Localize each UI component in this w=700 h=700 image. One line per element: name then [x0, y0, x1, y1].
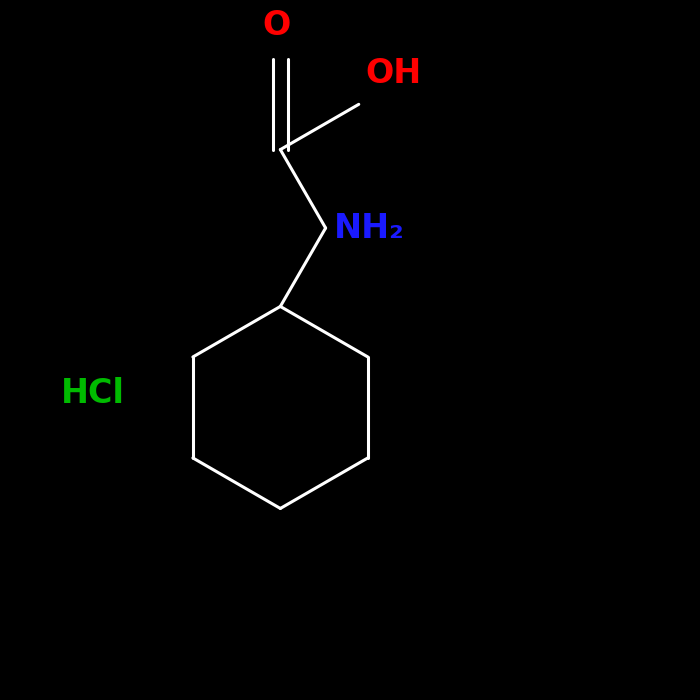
Text: OH: OH: [365, 57, 422, 90]
Text: O: O: [262, 8, 291, 41]
Text: HCl: HCl: [61, 377, 125, 410]
Text: NH₂: NH₂: [334, 211, 405, 244]
